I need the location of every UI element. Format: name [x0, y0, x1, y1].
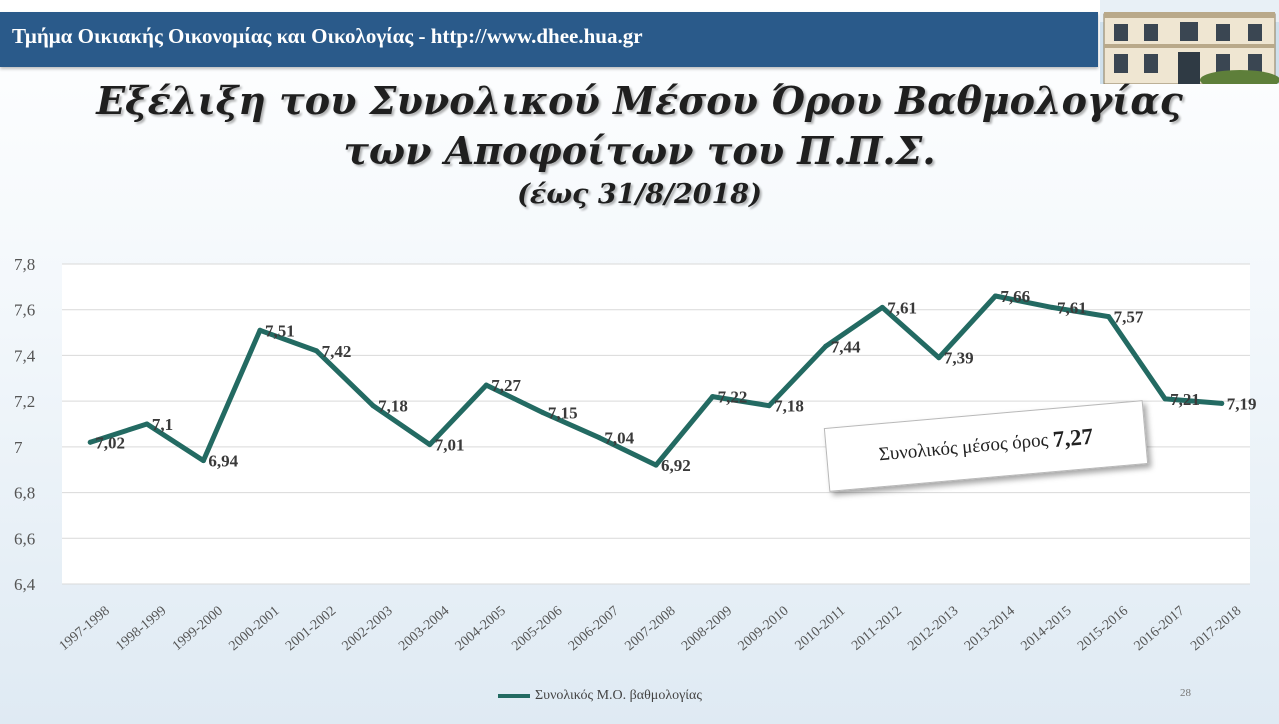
- title-line-2: των Αποφοίτων του Π.Π.Σ.: [343, 128, 936, 173]
- legend-label: Συνολικός Μ.Ο. βαθμολογίας: [535, 688, 702, 703]
- y-tick-label: 6,8: [14, 484, 35, 503]
- data-point: [1106, 314, 1112, 320]
- callout-value: 7,27: [1051, 423, 1095, 453]
- y-tick-label: 7,4: [14, 346, 36, 365]
- x-tick-label: 1998-1999: [113, 604, 169, 654]
- data-point: [144, 421, 150, 427]
- data-point: [483, 382, 489, 388]
- y-tick-label: 7,6: [14, 301, 35, 320]
- title-line-3: (έως 31/8/2018): [517, 179, 762, 210]
- header-bar: Τμήμα Οικιακής Οικονομίας και Οικολογίας…: [0, 12, 1098, 67]
- x-tick-label: 2011-2012: [849, 604, 905, 654]
- data-point: [427, 442, 433, 448]
- callout-label: Συνολικός μέσος όρος: [877, 429, 1049, 466]
- x-tick-label: 2010-2011: [793, 604, 849, 654]
- x-tick-label: 2017-2018: [1188, 604, 1244, 654]
- data-point: [257, 327, 263, 333]
- x-tick-label: 2013-2014: [962, 604, 1018, 654]
- data-label: 7,15: [548, 404, 578, 423]
- x-tick-label: 2005-2006: [509, 604, 565, 654]
- x-tick-label: 2008-2009: [679, 604, 735, 654]
- data-label: 7,44: [831, 337, 861, 356]
- data-label: 7,18: [378, 397, 408, 416]
- data-label: 7,42: [322, 342, 352, 361]
- x-tick-label: 2003-2004: [396, 604, 452, 654]
- x-tick-label: 2015-2016: [1075, 604, 1131, 654]
- data-point: [370, 403, 376, 409]
- data-label: 7,66: [1000, 287, 1030, 306]
- data-label: 7,57: [1114, 308, 1144, 327]
- data-label: 6,94: [208, 452, 238, 471]
- data-point: [823, 343, 829, 349]
- x-tick-label: 2007-2008: [622, 604, 678, 654]
- header-title: Τμήμα Οικιακής Οικονομίας και Οικολογίας…: [12, 24, 643, 48]
- title-line-1: Εξέλιξη του Συνολικού Μέσου Όρου Βαθμολο…: [96, 78, 1183, 123]
- data-point: [992, 293, 998, 299]
- data-label: 7,01: [435, 436, 465, 455]
- x-tick-label: 2009-2010: [736, 604, 792, 654]
- data-label: 7,19: [1227, 394, 1257, 413]
- slide-title: Εξέλιξη του Συνολικού Μέσου Όρου Βαθμολο…: [0, 76, 1279, 214]
- building-photo: [1100, 0, 1279, 84]
- data-point: [87, 439, 93, 445]
- page-number: 28: [1180, 687, 1191, 699]
- y-tick-label: 7,2: [14, 392, 35, 411]
- y-tick-label: 7: [14, 438, 23, 457]
- data-label: 6,92: [661, 456, 691, 475]
- data-point: [1162, 396, 1168, 402]
- y-tick-label: 6,4: [14, 575, 36, 594]
- data-point: [710, 394, 716, 400]
- data-point: [314, 348, 320, 354]
- data-point: [766, 403, 772, 409]
- data-label: 7,39: [944, 349, 974, 368]
- data-label: 7,27: [491, 376, 521, 395]
- data-label: 7,04: [604, 429, 634, 448]
- data-point: [936, 355, 942, 361]
- x-tick-label: 1997-1998: [57, 604, 113, 654]
- x-tick-label: 2012-2013: [905, 604, 961, 654]
- x-tick-label: 2001-2002: [283, 604, 339, 654]
- x-tick-label: 2016-2017: [1132, 604, 1188, 654]
- x-tick-label: 2004-2005: [453, 604, 509, 654]
- legend-swatch: [498, 694, 530, 698]
- x-tick-label: 2006-2007: [566, 604, 622, 654]
- y-tick-label: 7,8: [14, 255, 35, 274]
- data-point: [596, 435, 602, 441]
- data-label: 7,61: [1057, 298, 1087, 317]
- chart-legend: Συνολικός Μ.Ο. βαθμολογίας: [498, 688, 702, 704]
- data-point: [1219, 400, 1225, 406]
- data-point: [653, 462, 659, 468]
- x-tick-label: 2014-2015: [1018, 604, 1074, 654]
- data-point: [1049, 304, 1055, 310]
- x-tick-label: 2000-2001: [226, 604, 282, 654]
- data-point: [879, 304, 885, 310]
- x-tick-label: 1999-2000: [170, 604, 226, 654]
- data-point: [540, 410, 546, 416]
- data-label: 7,02: [95, 433, 125, 452]
- y-tick-label: 6,6: [14, 529, 35, 548]
- data-label: 7,61: [887, 298, 917, 317]
- x-tick-label: 2002-2003: [340, 604, 396, 654]
- data-label: 7,1: [152, 415, 173, 434]
- data-label: 7,51: [265, 321, 295, 340]
- data-label: 7,18: [774, 397, 804, 416]
- data-label: 7,21: [1170, 390, 1200, 409]
- data-point: [200, 458, 206, 464]
- data-label: 7,22: [718, 388, 748, 407]
